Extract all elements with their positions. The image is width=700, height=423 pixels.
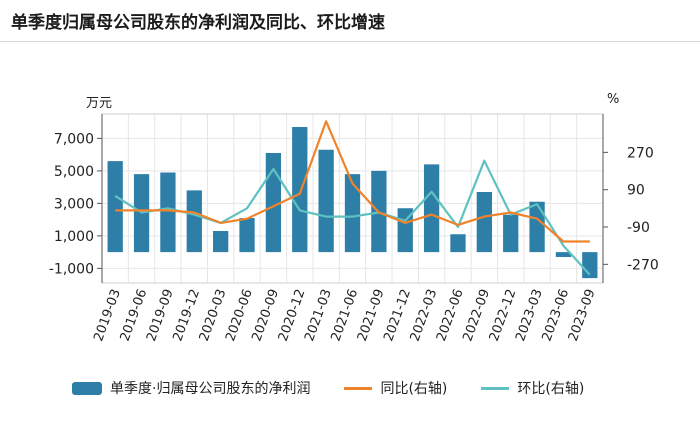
line-layer xyxy=(114,120,591,276)
left-axis-tick-label: 7,000 xyxy=(54,131,94,147)
line-yoy xyxy=(115,120,590,243)
legend-item-qoq[interactable]: 环比(右轴) xyxy=(481,378,584,398)
bar-profit xyxy=(476,192,492,253)
legend-item-yoy[interactable]: 同比(右轴) xyxy=(344,378,447,398)
bar-profit xyxy=(186,190,202,253)
left-axis-tick-label: 1,000 xyxy=(54,229,94,245)
bar-profit xyxy=(450,234,466,253)
legend-swatch-yoy xyxy=(344,386,373,390)
bar-profit xyxy=(503,214,519,253)
chart-title: 单季度归属母公司股东的净利润及同比、环比增速 xyxy=(11,13,385,33)
chart-legend: 单季度·归属母公司股东的净利润 同比(右轴) 环比(右轴) xyxy=(72,378,618,398)
left-axis-unit: 万元 xyxy=(86,96,113,111)
legend-label-yoy: 同比(右轴) xyxy=(380,381,448,397)
legend-label-qoq: 环比(右轴) xyxy=(517,381,585,397)
right-axis-tick-label: -90 xyxy=(627,220,650,236)
bar-profit xyxy=(160,172,176,253)
left-axis-tick-label: 3,000 xyxy=(54,196,94,212)
bar-profit xyxy=(555,252,572,257)
bar-profit xyxy=(318,149,334,253)
bar-profit xyxy=(265,153,282,253)
legend-swatch-qoq xyxy=(481,386,510,390)
legend-item-profit[interactable]: 单季度·归属母公司股东的净利润 xyxy=(72,378,310,398)
bar-profit xyxy=(423,164,440,253)
right-axis-unit: % xyxy=(607,92,620,107)
bar-profit xyxy=(213,231,229,253)
bar-profit xyxy=(239,218,255,253)
left-axis-tick-label: 5,000 xyxy=(54,164,94,180)
right-axis-tick-label: 270 xyxy=(627,145,654,161)
bar-profit xyxy=(529,201,545,253)
legend-swatch-profit xyxy=(72,381,102,395)
bar-profit xyxy=(344,174,361,253)
bar-profit xyxy=(107,161,123,253)
title-divider xyxy=(0,41,700,42)
right-axis-tick-label: 90 xyxy=(627,183,645,199)
left-axis-tick-label: -1,000 xyxy=(49,261,94,277)
line-qoq xyxy=(114,159,591,276)
legend-label-profit: 单季度·归属母公司股东的净利润 xyxy=(110,381,311,397)
right-axis-tick-label: -270 xyxy=(627,257,659,273)
bar-profit xyxy=(292,127,308,253)
